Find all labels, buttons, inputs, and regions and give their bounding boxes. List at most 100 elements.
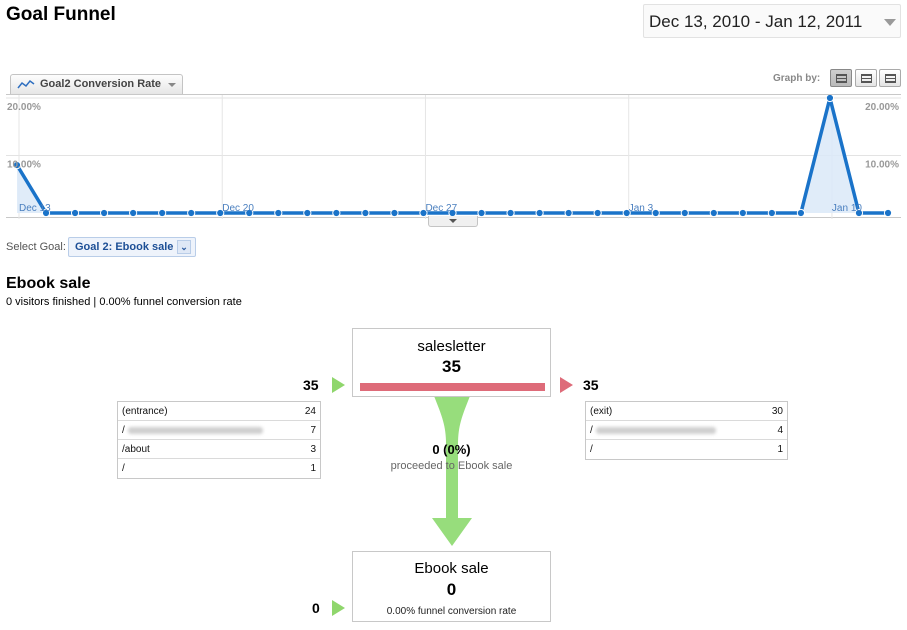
y-tick-label-right: 10.00%: [865, 160, 899, 171]
table-row[interactable]: / 1: [118, 459, 320, 478]
source-name: /: [122, 425, 125, 436]
funnel-step-ebook-sale[interactable]: Ebook sale 0 0.00% funnel conversion rat…: [352, 551, 551, 622]
destination-count: 1: [777, 444, 783, 455]
data-point: [709, 208, 718, 218]
arrow-right-icon: [560, 377, 573, 393]
step1-out-count: 35: [583, 377, 599, 393]
proceeded-count: 0 (0%): [432, 442, 471, 457]
goal-select-value: Goal 2: Ebook sale: [75, 241, 174, 253]
source-count: 7: [310, 425, 316, 436]
table-row[interactable]: (entrance) 24: [118, 402, 320, 421]
data-point: [70, 208, 80, 218]
data-point: [274, 208, 283, 218]
destination-name: /: [590, 444, 593, 455]
chart-canvas: 20.00% 10.00% 20.00% 10.00% Dec 13 Dec 20 Dec …: [6, 95, 901, 219]
data-point: [129, 208, 138, 218]
y-tick-label-left: 10.00%: [7, 160, 41, 171]
metric-label: Goal2 Conversion Rate: [40, 78, 162, 90]
x-tick-label: Jan 3: [629, 203, 654, 214]
data-point: [767, 208, 776, 218]
chart-expand-handle[interactable]: [428, 216, 478, 227]
step-name: Ebook sale: [414, 560, 489, 577]
data-point: [390, 208, 399, 218]
month-icon: [885, 74, 896, 83]
redacted-url: [128, 427, 263, 434]
data-point: [245, 208, 254, 218]
entrance-sources-table: (entrance) 24 / 7 /about 3 / 1: [117, 401, 321, 479]
data-point: [854, 208, 864, 218]
source-count: 1: [310, 463, 316, 474]
table-row[interactable]: /about 3: [118, 440, 320, 459]
chevron-down-icon: ⌄: [177, 240, 191, 254]
exit-bar: [360, 383, 545, 391]
day-icon: [836, 74, 847, 83]
page-title: Goal Funnel: [6, 4, 116, 25]
destination-count: 4: [777, 425, 783, 436]
table-row[interactable]: (exit) 30: [586, 402, 787, 421]
redacted-url: [596, 427, 716, 434]
data-point: [100, 208, 109, 218]
funnel-title: Ebook sale: [6, 275, 91, 292]
data-point: [41, 208, 51, 218]
graph-by-label: Graph by:: [773, 73, 821, 84]
data-point: [622, 208, 631, 218]
data-point: [187, 208, 196, 218]
date-range-picker[interactable]: Dec 13, 2010 - Jan 12, 2011: [643, 4, 901, 38]
chevron-down-icon: [884, 19, 896, 26]
funnel-flow-arrow: [432, 396, 472, 546]
conversion-rate-chart: 20.00% 10.00% 20.00% 10.00% Dec 13 Dec 20 Dec …: [6, 94, 901, 219]
table-row[interactable]: / 7: [118, 421, 320, 440]
step-name: salesletter: [417, 338, 486, 355]
select-goal-label: Select Goal:: [6, 241, 66, 253]
data-point: [883, 208, 893, 218]
data-point: [158, 208, 167, 218]
x-tick-label: Dec 27: [425, 203, 457, 214]
destination-name: (exit): [590, 406, 613, 417]
table-row[interactable]: / 4: [586, 421, 787, 440]
destination-count: 30: [771, 406, 783, 417]
data-point: [680, 208, 689, 218]
x-tick-label: Dec 20: [222, 203, 254, 214]
proceeded-text: proceeded to Ebook sale: [390, 460, 513, 472]
destination-name: /: [590, 425, 593, 436]
data-point: [303, 208, 312, 218]
data-point: [796, 208, 806, 218]
date-range-text: Dec 13, 2010 - Jan 12, 2011: [649, 12, 863, 31]
funnel-summary: 0 visitors finished | 0.00% funnel conve…: [6, 296, 242, 308]
data-point: [738, 208, 747, 218]
metric-selector[interactable]: Goal2 Conversion Rate: [10, 74, 183, 94]
data-point: [361, 208, 370, 218]
graph-by-day-button[interactable]: [830, 69, 852, 87]
step1-in-count: 35: [303, 377, 319, 393]
step-count: 0: [446, 580, 457, 599]
data-point: [477, 208, 486, 218]
goal-select[interactable]: Goal 2: Ebook sale ⌄: [68, 237, 196, 257]
arrow-right-icon: [332, 600, 345, 616]
data-point: [332, 208, 341, 218]
data-point: [216, 208, 225, 218]
y-tick-label-left: 20.00%: [7, 102, 41, 113]
chevron-down-icon: [449, 219, 457, 223]
arrow-right-icon: [332, 377, 345, 393]
line-chart-icon: [17, 79, 35, 89]
conversion-rate-text: 0.00% funnel conversion rate: [386, 606, 517, 617]
data-point: [825, 95, 835, 103]
chevron-down-icon: [168, 83, 176, 87]
source-count: 24: [304, 406, 316, 417]
x-tick-label: Jan 10: [832, 203, 862, 214]
data-point: [651, 208, 660, 218]
source-name: /: [122, 463, 125, 474]
graph-by-week-button[interactable]: [855, 69, 877, 87]
step2-in-count: 0: [312, 600, 320, 616]
x-tick-label: Dec 13: [19, 203, 51, 214]
week-icon: [861, 74, 872, 83]
exit-destinations-table: (exit) 30 / 4 / 1: [585, 401, 788, 460]
source-name: /about: [122, 444, 150, 455]
table-row[interactable]: / 1: [586, 440, 787, 459]
data-point: [12, 161, 22, 170]
y-tick-label-right: 20.00%: [865, 102, 899, 113]
data-point: [593, 208, 602, 218]
graph-by-month-button[interactable]: [879, 69, 901, 87]
funnel-step-salesletter[interactable]: salesletter 35: [352, 328, 551, 397]
source-count: 3: [310, 444, 316, 455]
